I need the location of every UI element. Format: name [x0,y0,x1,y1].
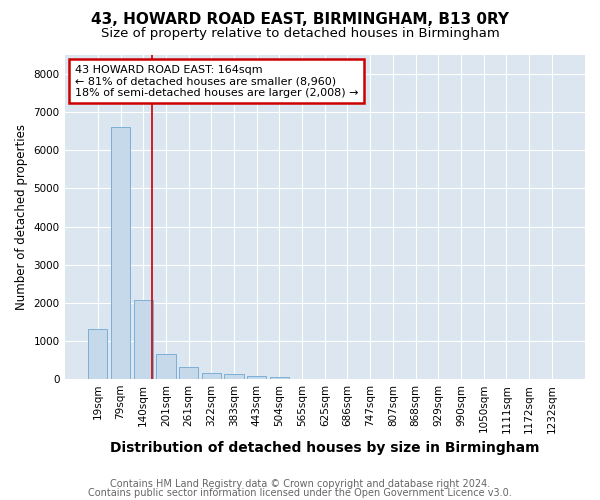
Text: 43 HOWARD ROAD EAST: 164sqm
← 81% of detached houses are smaller (8,960)
18% of : 43 HOWARD ROAD EAST: 164sqm ← 81% of det… [75,64,358,98]
Bar [202,373,221,379]
Bar [134,300,153,379]
Text: Size of property relative to detached houses in Birmingham: Size of property relative to detached ho… [101,28,499,40]
Bar [224,374,244,379]
Bar [111,128,130,379]
Bar [270,377,289,379]
Bar [156,354,176,379]
Text: 43, HOWARD ROAD EAST, BIRMINGHAM, B13 0RY: 43, HOWARD ROAD EAST, BIRMINGHAM, B13 0R… [91,12,509,28]
Bar [247,376,266,379]
Text: Contains public sector information licensed under the Open Government Licence v3: Contains public sector information licen… [88,488,512,498]
Text: Contains HM Land Registry data © Crown copyright and database right 2024.: Contains HM Land Registry data © Crown c… [110,479,490,489]
Y-axis label: Number of detached properties: Number of detached properties [15,124,28,310]
Bar [179,367,198,379]
X-axis label: Distribution of detached houses by size in Birmingham: Distribution of detached houses by size … [110,441,539,455]
Bar [88,330,107,379]
